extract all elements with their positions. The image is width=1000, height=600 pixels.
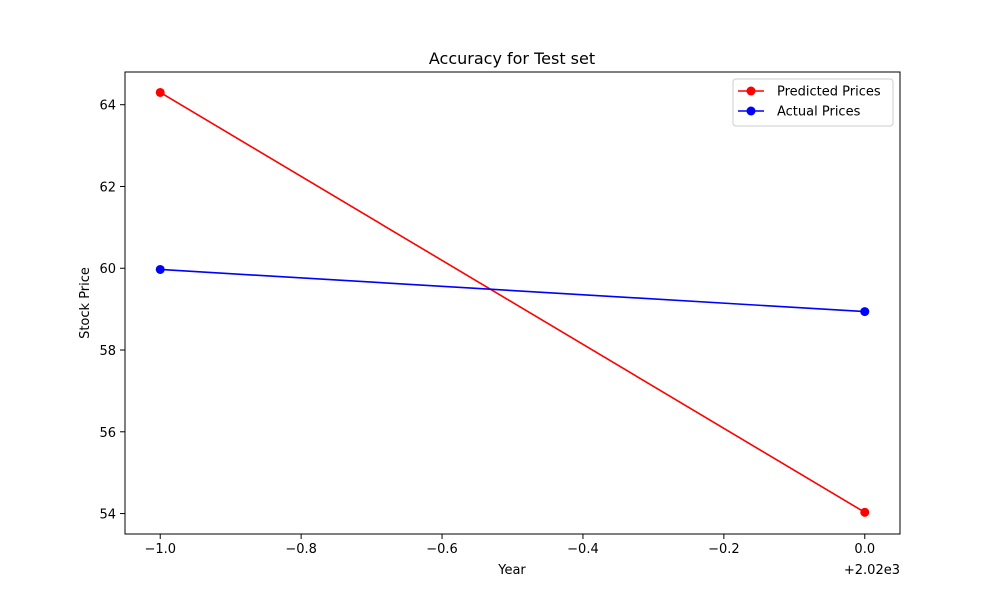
x-axis-label: Year	[497, 563, 526, 578]
x-tick-label: −0.6	[426, 542, 458, 557]
y-tick-label: 64	[99, 99, 116, 114]
y-tick-label: 60	[99, 262, 116, 277]
legend-box	[732, 78, 894, 127]
legend-marker	[746, 86, 756, 96]
legend-label: Predicted Prices	[777, 85, 881, 100]
y-tick-label: 58	[99, 344, 116, 359]
legend-label: Actual Prices	[777, 105, 861, 120]
y-tick-label: 54	[99, 508, 116, 523]
legend: Predicted Prices Actual Prices	[732, 78, 894, 127]
legend-marker	[746, 106, 756, 116]
data-point	[155, 264, 165, 274]
y-tick-label: 56	[99, 426, 116, 441]
y-tick-label: 62	[99, 180, 116, 195]
y-axis-ticks: 54 56 58 60 62 64	[99, 99, 125, 523]
x-tick-label: −0.8	[285, 542, 317, 557]
y-axis-label: Stock Price	[78, 267, 93, 339]
chart-title: Accuracy for Test set	[429, 49, 595, 68]
x-tick-label: −1.0	[144, 542, 176, 557]
x-axis-offset-label: +2.02e3	[844, 563, 900, 578]
series-line	[160, 268, 865, 313]
x-axis-ticks: −1.0 −0.8 −0.6 −0.4 −0.2 0.0	[144, 534, 875, 557]
series-line	[159, 91, 866, 514]
series-layer	[155, 87, 870, 517]
data-point	[860, 307, 870, 317]
data-point	[155, 87, 165, 97]
data-point	[860, 507, 870, 517]
x-tick-label: 0.0	[854, 542, 875, 557]
x-tick-label: −0.4	[567, 542, 599, 557]
x-tick-label: −0.2	[708, 542, 740, 557]
